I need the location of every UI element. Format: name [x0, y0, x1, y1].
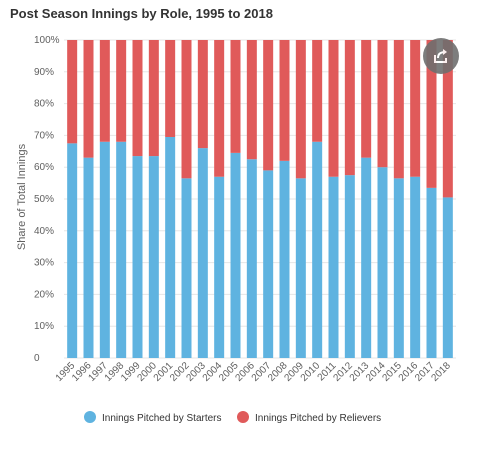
bar-relievers[interactable] [197, 40, 208, 149]
legend-label: Innings Pitched by Relievers [255, 413, 381, 424]
bar-relievers[interactable] [279, 40, 290, 161]
bar-relievers[interactable] [165, 40, 176, 137]
bar-starters[interactable] [116, 141, 127, 358]
bar-relievers[interactable] [393, 40, 404, 179]
bar-relievers[interactable] [83, 40, 94, 158]
y-tick-label: 40% [34, 226, 54, 237]
bar-starters[interactable] [246, 159, 257, 358]
bar-relievers[interactable] [116, 40, 127, 142]
bar-starters[interactable] [393, 178, 404, 358]
bar-relievers[interactable] [328, 40, 339, 177]
y-tick-label: 20% [34, 289, 54, 300]
y-tick-label: 10% [34, 321, 54, 332]
bar-starters[interactable] [83, 157, 94, 358]
bars [67, 40, 453, 358]
bar-relievers[interactable] [214, 40, 225, 177]
bar-starters[interactable] [148, 156, 159, 358]
bar-relievers[interactable] [181, 40, 192, 179]
y-axis-ticks: 0 10% 20% 30% 40% 50% 60% 70% 80% 90% 100% [34, 35, 60, 364]
bar-relievers[interactable] [99, 40, 110, 142]
y-tick-label: 50% [34, 194, 54, 205]
bar-starters[interactable] [230, 152, 241, 358]
legend-marker [237, 411, 249, 423]
bar-starters[interactable] [442, 197, 453, 358]
y-tick-label: 30% [34, 258, 54, 269]
bar-relievers[interactable] [426, 40, 437, 188]
bar-starters[interactable] [328, 176, 339, 358]
y-tick-label: 60% [34, 162, 54, 173]
bar-relievers[interactable] [295, 40, 306, 179]
bar-relievers[interactable] [132, 40, 143, 157]
bar-relievers[interactable] [263, 40, 274, 171]
legend-item-starters[interactable]: Innings Pitched by Starters [84, 411, 222, 424]
bar-relievers[interactable] [312, 40, 323, 142]
grid-lines [64, 39, 456, 359]
x-axis-ticks: 1995199619971998199920002001200220032004… [54, 360, 453, 384]
share-button[interactable] [423, 38, 459, 74]
bar-relievers[interactable] [377, 40, 388, 168]
bar-starters[interactable] [410, 176, 421, 358]
legend-item-relievers[interactable]: Innings Pitched by Relievers [237, 411, 381, 424]
bar-starters[interactable] [67, 143, 78, 358]
y-tick-label: 0 [34, 353, 40, 364]
bar-starters[interactable] [197, 148, 208, 358]
bar-relievers[interactable] [361, 40, 372, 158]
bar-starters[interactable] [361, 157, 372, 358]
bar-starters[interactable] [181, 178, 192, 358]
y-tick-label: 70% [34, 130, 54, 141]
bar-relievers[interactable] [344, 40, 355, 176]
legend-marker [84, 411, 96, 423]
bar-relievers[interactable] [442, 40, 453, 198]
bar-starters[interactable] [279, 160, 290, 358]
y-axis-title: Share of Total Innings [16, 143, 28, 250]
share-icon [434, 49, 447, 63]
bar-relievers[interactable] [148, 40, 159, 157]
bar-relievers[interactable] [410, 40, 421, 177]
legend-label: Innings Pitched by Starters [102, 413, 222, 424]
bar-starters[interactable] [132, 156, 143, 358]
y-tick-label: 90% [34, 67, 54, 78]
bar-starters[interactable] [263, 170, 274, 358]
x-tick-label: 2018 [429, 360, 453, 384]
bar-starters[interactable] [344, 175, 355, 358]
legend[interactable]: Innings Pitched by Starters Innings Pitch… [84, 411, 381, 424]
y-tick-label: 100% [34, 35, 60, 46]
bar-starters[interactable] [377, 167, 388, 358]
bar-starters[interactable] [426, 187, 437, 358]
bar-starters[interactable] [165, 136, 176, 358]
bar-starters[interactable] [214, 176, 225, 358]
y-tick-label: 80% [34, 99, 54, 110]
bar-relievers[interactable] [246, 40, 257, 160]
bar-relievers[interactable] [67, 40, 78, 144]
bar-starters[interactable] [99, 141, 110, 358]
bar-starters[interactable] [312, 141, 323, 358]
bar-starters[interactable] [295, 178, 306, 358]
bar-relievers[interactable] [230, 40, 241, 153]
chart-title: Post Season Innings by Role, 1995 to 201… [10, 6, 273, 21]
